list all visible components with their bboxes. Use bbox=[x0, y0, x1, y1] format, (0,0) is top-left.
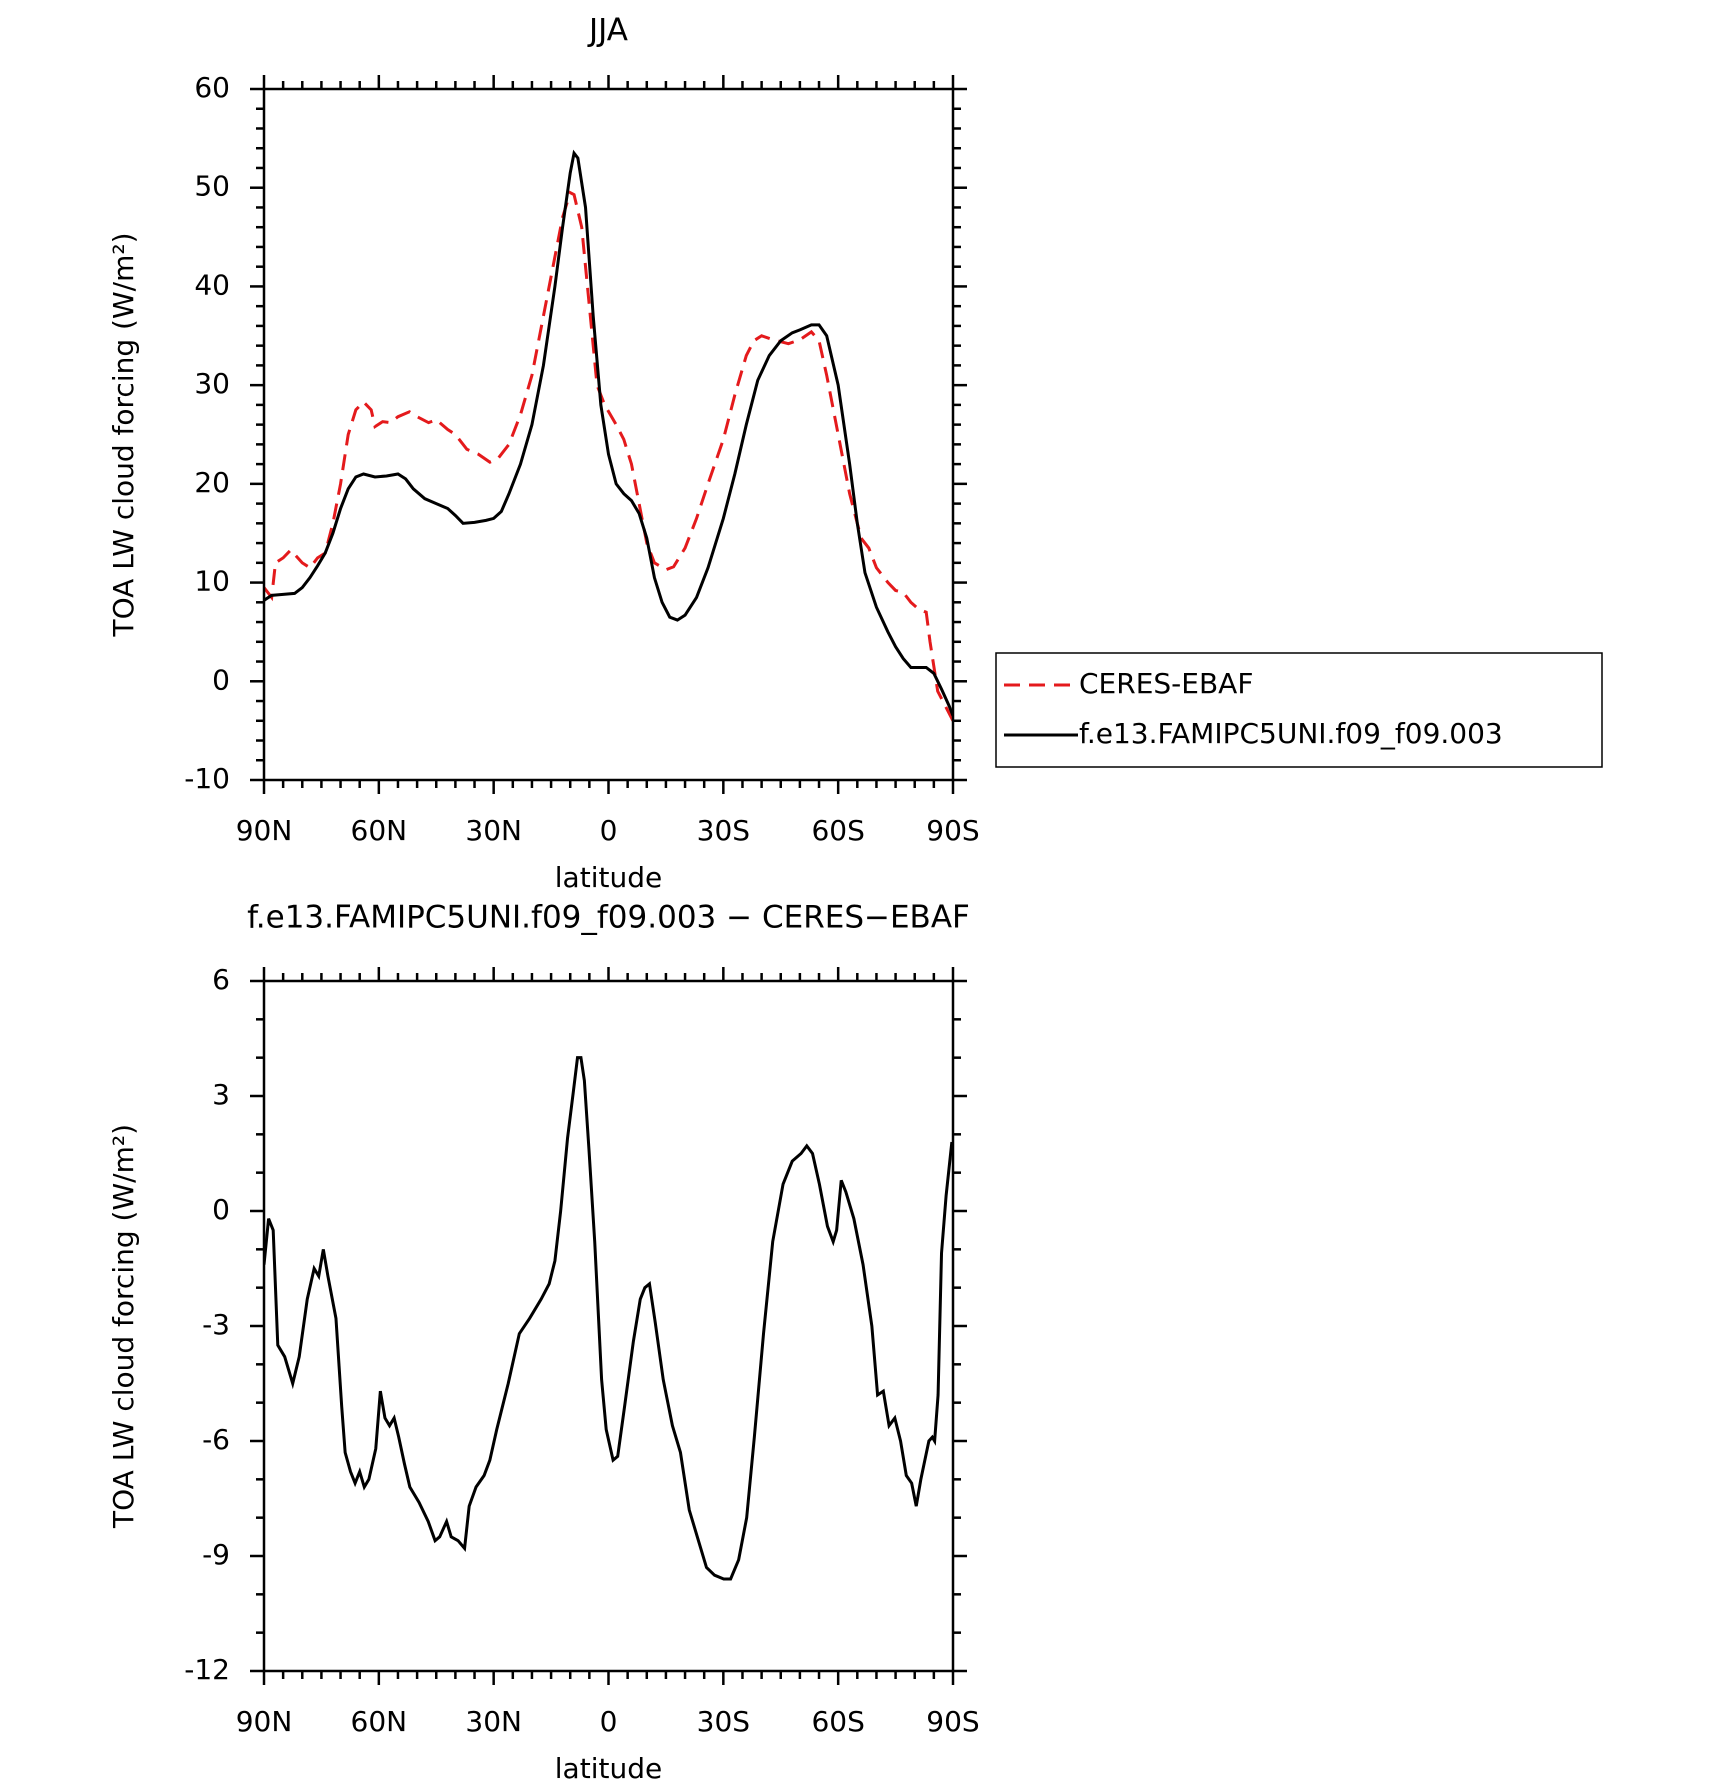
x-tick-label: 90N bbox=[236, 1705, 293, 1738]
y-axis-label: TOA LW cloud forcing (W/m²) bbox=[107, 1124, 140, 1529]
y-tick-label: 3 bbox=[212, 1078, 230, 1111]
data-line bbox=[264, 1056, 953, 1581]
legend-box bbox=[995, 652, 1603, 768]
y-axis-label: TOA LW cloud forcing (W/m²) bbox=[107, 233, 140, 638]
y-tick-label: -10 bbox=[184, 762, 230, 795]
x-tick-label: 90S bbox=[926, 1705, 979, 1738]
x-axis-label: latitude bbox=[555, 861, 662, 894]
y-tick-label: 20 bbox=[194, 466, 230, 499]
y-tick-label: 10 bbox=[194, 565, 230, 598]
x-tick-label: 60S bbox=[811, 814, 864, 847]
y-tick-label: -3 bbox=[202, 1308, 230, 1341]
chart-title: f.e13.FAMIPC5UNI.f09_f09.003 − CERES−EBA… bbox=[247, 900, 970, 936]
x-tick-label: 0 bbox=[600, 1705, 618, 1738]
y-tick-label: 0 bbox=[212, 663, 230, 696]
legend-label: f.e13.FAMIPC5UNI.f09_f09.003 bbox=[1079, 717, 1503, 750]
x-tick-label: 60S bbox=[811, 1705, 864, 1738]
data-line bbox=[264, 190, 953, 722]
plot-frame bbox=[262, 87, 955, 782]
y-tick-label: 0 bbox=[212, 1193, 230, 1226]
x-tick-label: 60N bbox=[351, 814, 408, 847]
x-tick-label: 30S bbox=[697, 814, 750, 847]
x-tick-label: 30N bbox=[465, 814, 522, 847]
x-tick-label: 30S bbox=[697, 1705, 750, 1738]
y-tick-label: 30 bbox=[194, 367, 230, 400]
data-line bbox=[264, 149, 953, 717]
x-tick-label: 60N bbox=[351, 1705, 408, 1738]
y-tick-label: -6 bbox=[202, 1423, 230, 1456]
x-tick-label: 90S bbox=[926, 814, 979, 847]
plot-frame bbox=[262, 979, 955, 1673]
legend-label: CERES-EBAF bbox=[1079, 667, 1253, 700]
y-tick-label: -12 bbox=[184, 1653, 230, 1686]
chart-title: JJA bbox=[587, 13, 628, 49]
x-axis-label: latitude bbox=[555, 1752, 662, 1785]
x-tick-label: 0 bbox=[600, 814, 618, 847]
x-tick-label: 90N bbox=[236, 814, 293, 847]
y-tick-label: 50 bbox=[194, 170, 230, 203]
y-tick-label: 40 bbox=[194, 268, 230, 301]
x-tick-label: 30N bbox=[465, 1705, 522, 1738]
y-tick-label: -9 bbox=[202, 1538, 230, 1571]
y-tick-label: 60 bbox=[194, 71, 230, 104]
y-tick-label: 6 bbox=[212, 963, 230, 996]
